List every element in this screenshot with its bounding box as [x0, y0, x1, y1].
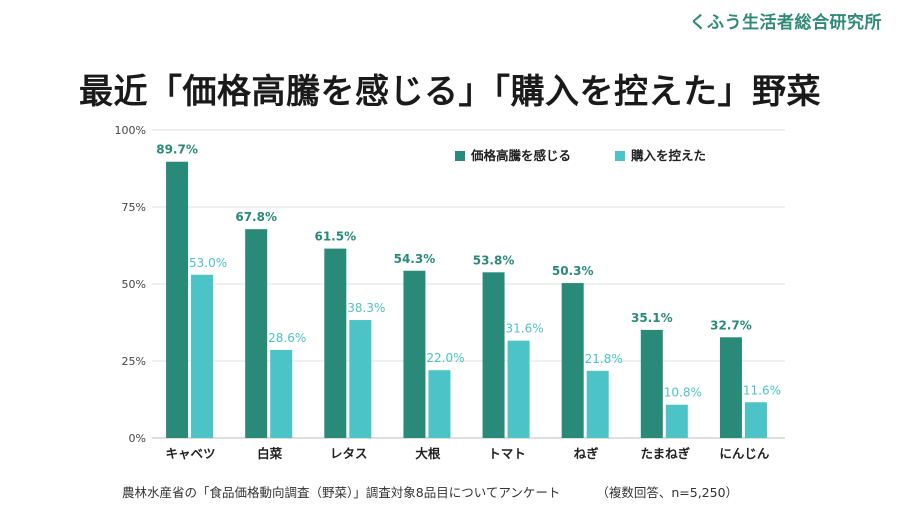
data-label: 28.6% [268, 331, 306, 345]
bar-price-rise [640, 329, 663, 438]
data-label: 11.6% [743, 383, 781, 397]
y-tick-label: 100% [115, 124, 146, 137]
chart-container: 0% 25% 50% 75% 100% 89.7% 53.0% キャベツ 67.8% 28.6% 白… [0, 110, 900, 470]
legend-label: 価格高騰を感じる [470, 148, 571, 163]
y-tick-label: 50% [122, 278, 146, 291]
data-label: 31.6% [506, 322, 544, 336]
footnote-source: 農林水産省の「食品価格動向調査（野菜）」調査対象8品目についてアンケート [122, 485, 561, 500]
data-label: 32.7% [710, 318, 752, 332]
bar-purchase-reduced [507, 340, 530, 438]
bar-price-rise [719, 337, 742, 438]
bar-purchase-reduced [665, 404, 688, 438]
bar-purchase-reduced [428, 370, 451, 438]
data-label: 53.0% [189, 256, 227, 270]
bar-price-rise [324, 248, 347, 438]
bar-purchase-reduced [349, 320, 372, 438]
data-label: 38.3% [347, 301, 385, 315]
x-tick-label: キャベツ [166, 446, 216, 461]
footnote-sample: （複数回答、n=5,250） [596, 485, 739, 500]
x-tick-label: レタス [330, 446, 368, 461]
page-title: 最近「価格高騰を感じる」「購入を控えた」野菜 [79, 72, 821, 112]
y-tick-label: 75% [122, 201, 146, 214]
data-label: 53.8% [473, 253, 515, 267]
x-tick-label: トマト [488, 446, 526, 461]
bar-purchase-reduced [270, 349, 293, 438]
legend-swatch [615, 151, 625, 161]
data-label: 35.1% [631, 311, 673, 325]
bar-purchase-reduced [744, 402, 767, 438]
data-label: 21.8% [585, 352, 623, 366]
data-label: 89.7% [156, 143, 198, 157]
bar-chart: 0% 25% 50% 75% 100% 89.7% 53.0% キャベツ 67.8% 28.6% 白… [115, 124, 785, 461]
legend-swatch [455, 151, 465, 161]
data-label: 54.3% [394, 252, 436, 266]
bar-price-rise [561, 283, 584, 438]
bar-price-rise [166, 161, 189, 438]
x-tick-label: 大根 [415, 446, 441, 461]
data-label: 67.8% [235, 210, 277, 224]
brand-logo: くふう生活者総合研究所 [689, 13, 882, 33]
footnote: 農林水産省の「食品価格動向調査（野菜）」調査対象8品目についてアンケート （複数回… [122, 482, 738, 501]
legend-label: 購入を控えた [630, 148, 706, 163]
bar-price-rise [482, 272, 505, 438]
x-tick-label: 白菜 [257, 446, 283, 461]
data-label: 61.5% [314, 230, 356, 244]
data-label: 10.8% [664, 386, 702, 400]
x-tick-label: たまねぎ [640, 446, 690, 461]
bar-purchase-reduced [191, 274, 214, 438]
data-label: 50.3% [552, 264, 594, 278]
bar-price-rise [403, 270, 426, 438]
y-tick-label: 0% [129, 432, 146, 445]
y-tick-label: 25% [122, 355, 146, 368]
bar-purchase-reduced [586, 370, 609, 438]
data-label: 22.0% [426, 351, 464, 365]
x-tick-label: にんじん [719, 446, 770, 461]
x-tick-label: ねぎ [574, 446, 600, 461]
bar-price-rise [245, 229, 268, 438]
